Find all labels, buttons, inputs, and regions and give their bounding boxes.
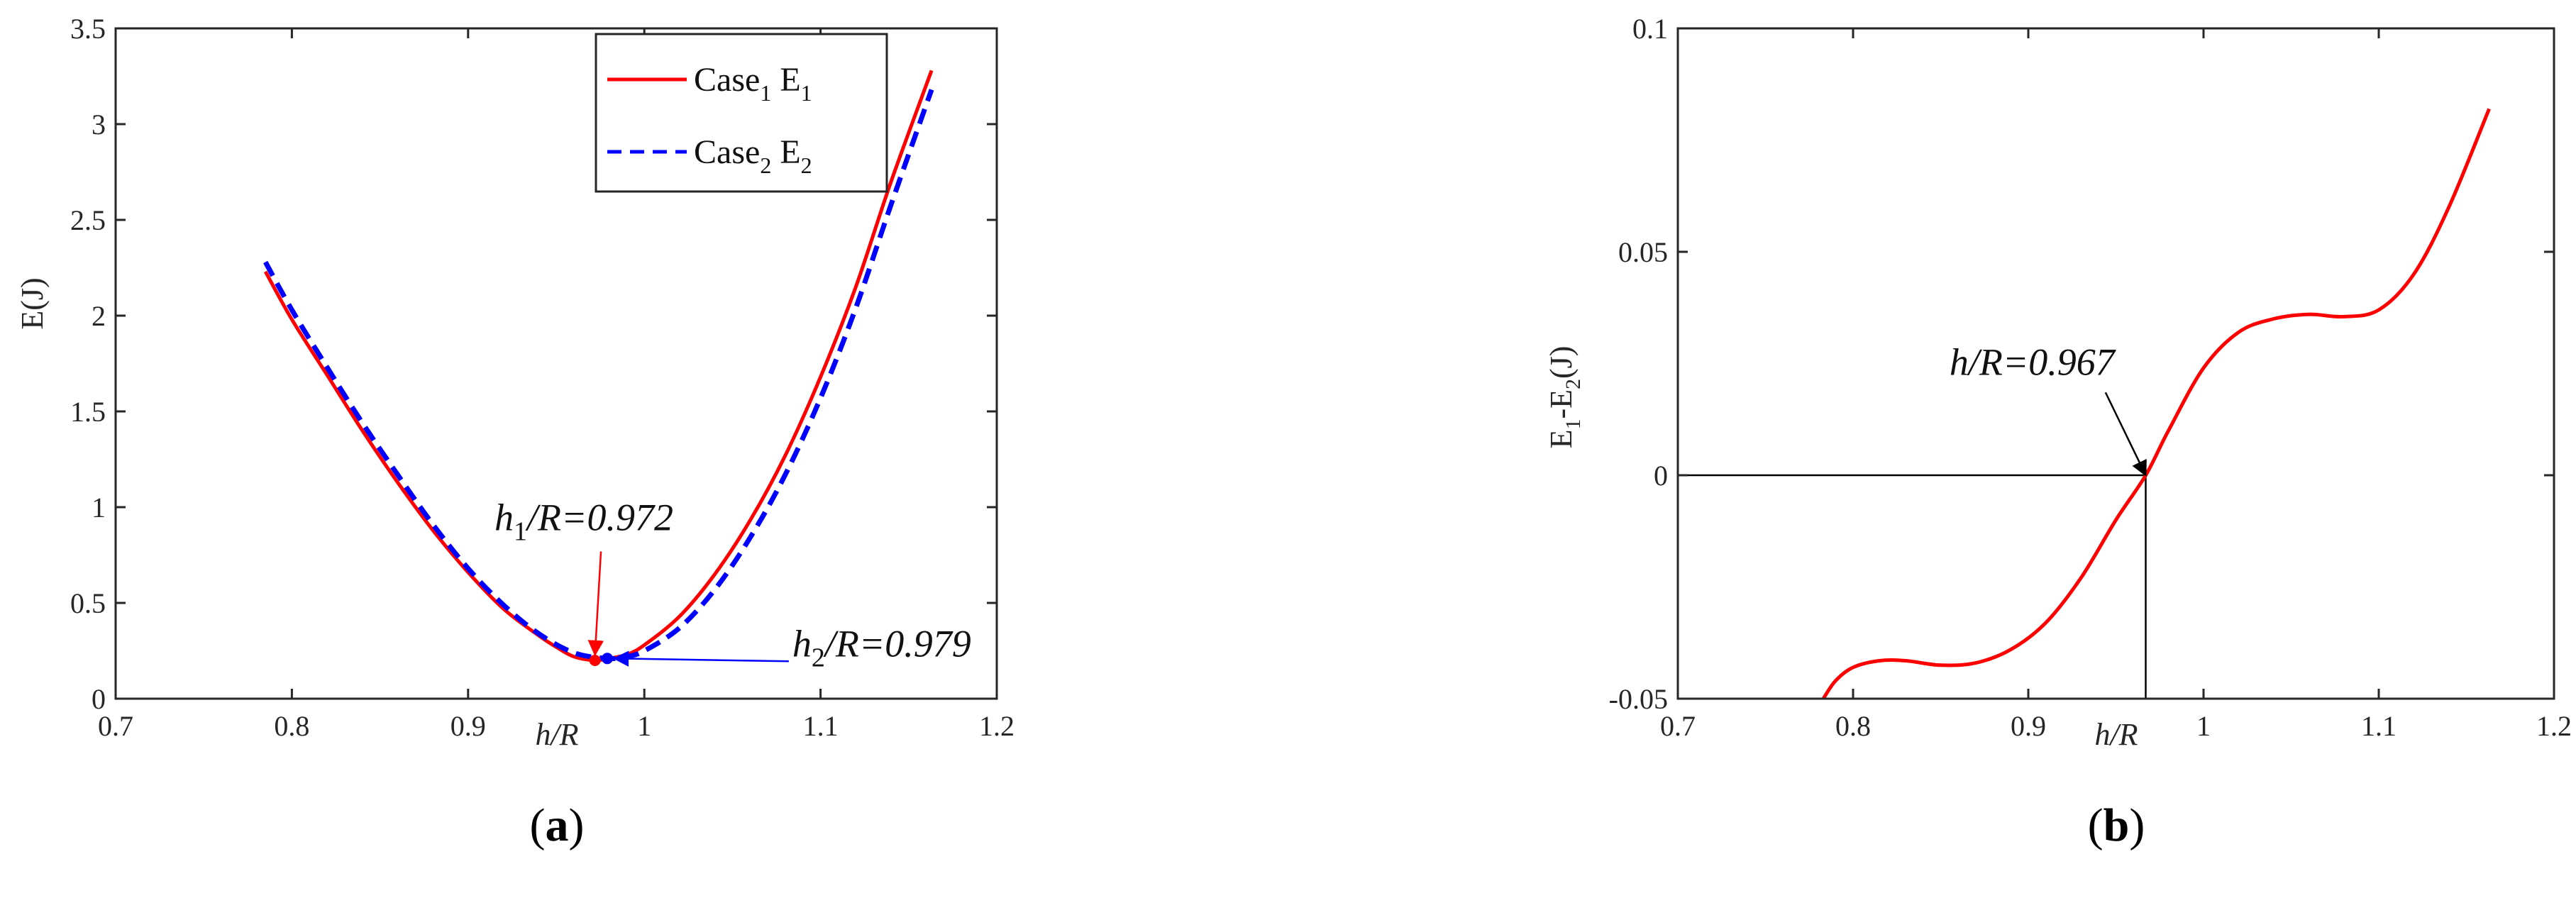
panel-a-x-tick-label: 0.9 bbox=[450, 710, 486, 742]
panel-a-caption: (a) bbox=[530, 799, 585, 851]
panel-a-x-tick-label: 1.1 bbox=[803, 710, 839, 742]
panel-a-x-tick-label: 1 bbox=[637, 710, 651, 742]
panel-a-x-tick-label: 1.2 bbox=[979, 710, 1015, 742]
panel-b-ylabel-sub2: 2 bbox=[1561, 379, 1585, 389]
annotation-crossing: h/R=0.967 bbox=[1950, 340, 2116, 383]
annotation-crossing-value: /R=0.967 bbox=[1967, 340, 2116, 383]
legend-case2-text: Case bbox=[694, 133, 760, 171]
panel-b-marks bbox=[1678, 108, 2491, 700]
panel-a-y-tick-label: 3.5 bbox=[70, 13, 106, 45]
panel-a-plot-frame bbox=[114, 27, 998, 700]
legend-case2-esub: 2 bbox=[801, 153, 812, 178]
panel-b-ylabel-e1: E bbox=[1544, 430, 1579, 449]
panel-b-caption: (b) bbox=[2088, 799, 2145, 851]
panel-b-plot-frame bbox=[1676, 27, 2555, 700]
panel-b-y-axis-label: E1-E2(J) bbox=[1544, 346, 1585, 449]
panel-b-y-tick-label: -0.05 bbox=[1609, 683, 1668, 715]
panel-a-y-axis-label: E(J) bbox=[15, 277, 50, 329]
panel-a-x-axis-label: h/R bbox=[535, 717, 578, 752]
annotation-h2: h2/R=0.979 bbox=[792, 623, 971, 673]
panel-a-legend-box bbox=[595, 33, 888, 193]
panel-a-y-tick-label: 1.5 bbox=[70, 396, 106, 428]
annotation-h1-sub: 1 bbox=[514, 516, 527, 546]
panel-b-x-tick-label: 1 bbox=[2196, 710, 2211, 742]
panel-b-annotations: h/R=0.967 bbox=[1950, 340, 2147, 477]
panel-a-legend: Case1 E1 Case2 E2 bbox=[595, 33, 888, 193]
annotation-h2-arrow bbox=[612, 650, 789, 667]
panel-b-ticks: 0.7 0.8 0.9 1 1.1 1.2 -0.05 0 0.05 0.1 bbox=[1609, 13, 2572, 742]
panel-a-x-tick-label: 0.7 bbox=[98, 710, 133, 742]
panel-b-x-label-h: h bbox=[2094, 717, 2110, 752]
annotation-crossing-h: h bbox=[1950, 340, 1969, 383]
panel-b-x-label-r: /R bbox=[2108, 717, 2138, 752]
panel-b-series-1-line bbox=[1821, 108, 2491, 700]
panel-b-x-tick-label: 0.8 bbox=[1835, 710, 1871, 742]
panel-b-ylabel-e2: -E bbox=[1544, 389, 1579, 419]
annotation-h1-h: h bbox=[494, 496, 514, 538]
panel-b-x-tick-label: 0.7 bbox=[1660, 710, 1696, 742]
annotation-h1-arrow bbox=[587, 551, 604, 657]
panel-a-caption-letter: a bbox=[546, 799, 569, 851]
panel-b-x-axis-label: h/R bbox=[2094, 717, 2138, 752]
panel-a-min-marker-2 bbox=[602, 653, 614, 665]
panel-a-x-tick-label: 0.8 bbox=[274, 710, 309, 742]
panel-a-y-tick-label: 2 bbox=[92, 300, 106, 332]
panel-a-marks bbox=[263, 70, 934, 666]
panel-a-y-tick-label: 0 bbox=[92, 683, 106, 715]
panel-a-annotations: h1/R=0.972 h2/R=0.979 bbox=[494, 496, 971, 672]
panel-a: 0.7 0.8 0.9 1 1.1 1.200.511.522.533.5 E(J) h/… bbox=[15, 13, 1015, 851]
panel-a-y-tick-label: 0.5 bbox=[70, 587, 106, 619]
legend-label-case2: Case2 E2 bbox=[694, 133, 812, 178]
annotation-h2-value: /R=0.979 bbox=[823, 623, 971, 665]
annotation-h2-sub: 2 bbox=[812, 643, 825, 673]
panel-a-x-label-h: h bbox=[535, 717, 551, 752]
annotation-crossing-arrow bbox=[2104, 392, 2147, 477]
panel-a-y-tick-label: 2.5 bbox=[70, 204, 106, 236]
annotation-h1-value: /R=0.972 bbox=[525, 496, 673, 538]
panel-b-x-tick-label: 1.2 bbox=[2536, 710, 2572, 742]
legend-case1-e: E bbox=[771, 61, 800, 99]
annotation-h1: h1/R=0.972 bbox=[494, 496, 673, 546]
legend-case2-e: E bbox=[771, 133, 800, 171]
panel-b-y-tick-label: 0.1 bbox=[1632, 13, 1668, 45]
panel-a-y-tick-label: 1 bbox=[92, 492, 106, 523]
panel-a-y-tick-label: 3 bbox=[92, 109, 106, 140]
panel-b-ylabel-sub1: 1 bbox=[1561, 419, 1585, 430]
panel-b-y-tick-label: 0.05 bbox=[1618, 236, 1668, 268]
panel-a-min-marker-1 bbox=[589, 655, 601, 666]
panel-b-y-tick-label: 0 bbox=[1654, 460, 1668, 492]
legend-label-case1: Case1 E1 bbox=[694, 61, 812, 106]
panel-b-ylabel-unit: (J) bbox=[1544, 346, 1579, 379]
legend-case1-esub: 1 bbox=[801, 80, 812, 106]
legend-case1-sub: 1 bbox=[760, 80, 771, 106]
panel-a-series-2-line bbox=[263, 89, 934, 662]
annotation-h2-h: h bbox=[792, 623, 812, 665]
legend-case2-sub: 2 bbox=[760, 153, 771, 178]
panel-b-x-tick-label: 0.9 bbox=[2011, 710, 2046, 742]
panel-a-x-label-r: /R bbox=[548, 717, 578, 752]
legend-case1-text: Case bbox=[694, 61, 760, 99]
panel-b-caption-letter: b bbox=[2104, 799, 2130, 851]
panel-b-x-tick-label: 1.1 bbox=[2361, 710, 2397, 742]
